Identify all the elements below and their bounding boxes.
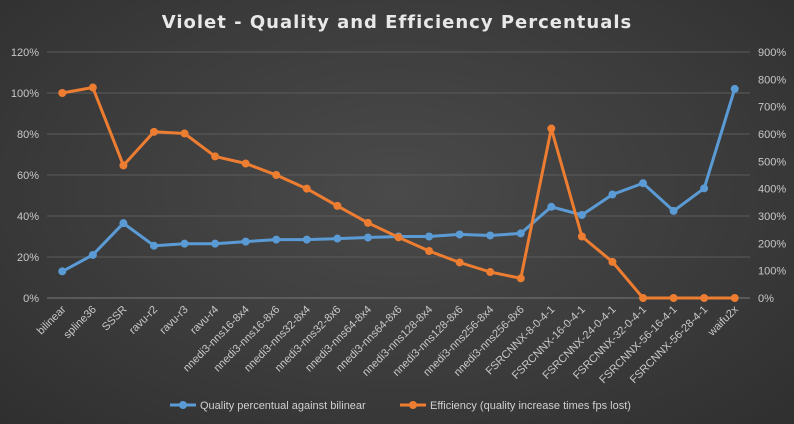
- data-point-series-1: [119, 219, 128, 228]
- data-point-series-1: [272, 235, 281, 244]
- data-point-series-2: [516, 274, 525, 283]
- data-point-series-2: [333, 201, 342, 210]
- series-line-1: [60, 87, 737, 273]
- data-point-series-2: [58, 89, 67, 97]
- left-y-tick-label: 0%: [23, 293, 39, 305]
- data-point-series-2: [241, 159, 250, 168]
- data-point-series-1: [302, 235, 311, 244]
- data-point-series-1: [730, 84, 739, 93]
- series-line-2: [60, 86, 737, 300]
- right-y-axis: 0% 100% 200% 300% 400% 500% 600% 700% 800% 900%: [758, 47, 786, 305]
- data-point-series-2: [302, 184, 311, 193]
- data-point-series-1: [577, 210, 586, 219]
- data-point-series-2: [363, 218, 372, 227]
- legend-label-2: Efficiency (quality increase times fps l…: [430, 400, 631, 412]
- right-y-tick-label: 700%: [758, 102, 786, 114]
- data-point-series-2: [88, 83, 97, 92]
- data-point-series-2: [669, 294, 678, 302]
- data-point-series-1: [425, 232, 434, 241]
- data-point-series-2: [547, 124, 556, 133]
- data-point-series-1: [639, 179, 648, 188]
- data-point-series-2: [486, 268, 495, 277]
- legend-label-1: Quality percentual against bilinear: [200, 400, 366, 412]
- data-point-series-2: [455, 258, 464, 267]
- data-point-series-2: [608, 257, 617, 266]
- x-tick-label: ravu-r3: [158, 304, 191, 337]
- right-y-tick-label: 400%: [758, 184, 786, 196]
- legend-marker-1: [179, 401, 187, 409]
- right-y-tick-label: 500%: [758, 156, 786, 168]
- left-y-tick-label: 60%: [17, 170, 39, 182]
- right-y-tick-label: 900%: [758, 47, 786, 59]
- series-lines: [58, 83, 739, 302]
- data-point-series-2: [211, 152, 220, 161]
- data-point-series-2: [700, 294, 709, 302]
- left-y-tick-label: 40%: [17, 211, 39, 223]
- data-point-series-2: [272, 171, 281, 179]
- data-point-series-2: [149, 127, 158, 136]
- data-point-series-1: [669, 206, 678, 215]
- data-point-series-2: [730, 294, 739, 302]
- x-tick-label: SSSR: [100, 304, 130, 334]
- gridlines: [47, 51, 750, 299]
- right-y-tick-label: 0%: [758, 293, 774, 305]
- left-y-tick-label: 120%: [11, 47, 39, 59]
- legend: Quality percentual against bilinear Effic…: [170, 400, 631, 412]
- data-point-series-1: [58, 267, 67, 276]
- right-y-tick-label: 300%: [758, 211, 786, 223]
- data-point-series-2: [119, 161, 128, 170]
- x-tick-label: spline36: [62, 304, 99, 341]
- data-point-series-1: [547, 202, 556, 211]
- right-y-tick-label: 200%: [758, 238, 786, 250]
- data-point-series-2: [425, 246, 434, 255]
- legend-marker-2: [409, 401, 417, 409]
- data-point-series-1: [88, 250, 97, 259]
- data-point-series-2: [180, 129, 189, 138]
- data-point-series-1: [486, 231, 495, 240]
- data-point-series-2: [577, 232, 586, 241]
- x-tick-label: ravu-r2: [127, 304, 160, 337]
- data-point-series-1: [241, 237, 250, 246]
- left-y-tick-label: 80%: [17, 129, 39, 141]
- data-point-series-1: [516, 229, 525, 238]
- right-y-tick-label: 100%: [758, 266, 786, 278]
- data-point-series-1: [455, 230, 464, 239]
- data-point-series-2: [639, 294, 648, 302]
- data-point-series-1: [700, 184, 709, 193]
- chart-title: Violet - Quality and Efficiency Percentu…: [162, 12, 633, 33]
- x-tick-label: waifu2x: [705, 303, 741, 339]
- left-y-tick-label: 20%: [17, 252, 39, 264]
- data-point-series-2: [394, 233, 403, 242]
- data-point-series-1: [608, 190, 617, 199]
- right-y-tick-label: 800%: [758, 74, 786, 86]
- data-point-series-1: [180, 239, 189, 248]
- left-y-tick-label: 100%: [11, 88, 39, 100]
- data-point-series-1: [149, 241, 158, 250]
- right-y-tick-label: 600%: [758, 129, 786, 141]
- data-point-series-1: [363, 233, 372, 242]
- left-y-axis: 0% 20% 40% 60% 80% 100% 120%: [11, 47, 39, 305]
- data-point-series-1: [211, 239, 220, 248]
- data-point-series-1: [333, 234, 342, 243]
